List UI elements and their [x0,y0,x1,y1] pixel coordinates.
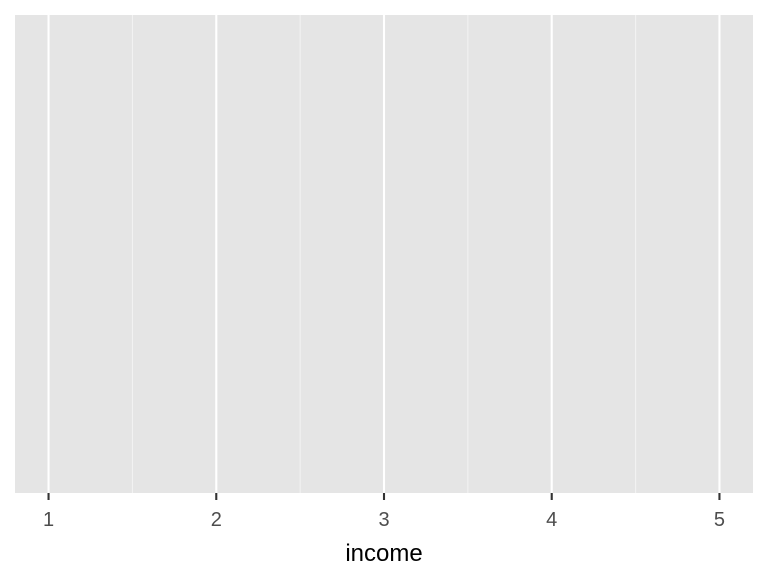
x-axis-title: income [345,540,422,567]
x-tick-label: 4 [546,509,557,531]
x-axis-ticks [47,493,721,500]
x-tick-label: 1 [43,509,54,531]
minor-grid [131,15,637,493]
x-tick-label: 5 [714,509,725,531]
x-tick-label: 2 [211,509,222,531]
major-grid [47,15,721,493]
x-tick-label: 3 [378,509,389,531]
x-axis-tick-labels: 1 2 3 4 5 [43,509,725,531]
